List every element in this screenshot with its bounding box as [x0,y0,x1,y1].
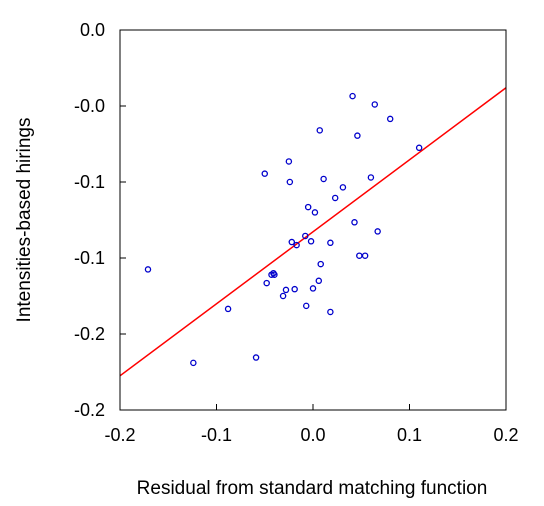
y-tick-label: 0.0 [80,20,105,40]
data-point [356,252,363,259]
y-tick-label: -0.0 [74,96,105,116]
data-point [327,239,334,247]
data-point [282,286,290,294]
data-point [293,241,300,249]
data-point [271,271,278,278]
x-tick-label: 0.1 [397,425,422,445]
data-point [263,279,270,287]
data-point [327,308,334,316]
data-point [351,219,358,226]
data-point [144,266,152,273]
data-point [311,209,319,216]
x-tick-label: -0.2 [104,425,135,445]
data-point [316,127,324,134]
y-tick-label: -0.2 [74,400,105,420]
data-point [286,178,294,186]
y-tick-label: -0.1 [74,172,105,192]
plot-frame [119,29,507,411]
x-tick-label: -0.1 [201,425,232,445]
x-axis-label: Residual from standard matching function [137,478,488,499]
data-point [386,115,394,123]
data-point [374,228,381,235]
data-point [279,292,287,300]
data-point [304,203,312,211]
data-point [354,132,361,139]
data-point [339,184,347,191]
data-point [302,302,310,310]
data-point [361,252,369,259]
data-point [261,170,268,177]
data-point [349,92,356,100]
data-point [288,238,296,246]
data-point [317,260,324,268]
x-tick-label: 0.0 [300,425,325,445]
y-axis-label: Intensities-based hirings [14,118,35,323]
x-tick-label: 0.2 [493,425,518,445]
y-tick-label: -0.1 [74,248,105,268]
data-point [371,101,379,108]
data-point [315,277,323,285]
y-tick-label: -0.2 [74,324,105,344]
data-point [252,354,260,361]
data-point [224,305,232,313]
data-point [190,359,197,367]
data-point [415,144,423,152]
data-point [309,285,317,292]
data-point [285,158,293,165]
data-point [367,174,375,181]
data-point [331,194,339,202]
regression-line [120,87,506,377]
data-point [320,175,327,183]
data-point [302,232,309,240]
data-point [307,238,315,245]
data-point [291,285,298,293]
